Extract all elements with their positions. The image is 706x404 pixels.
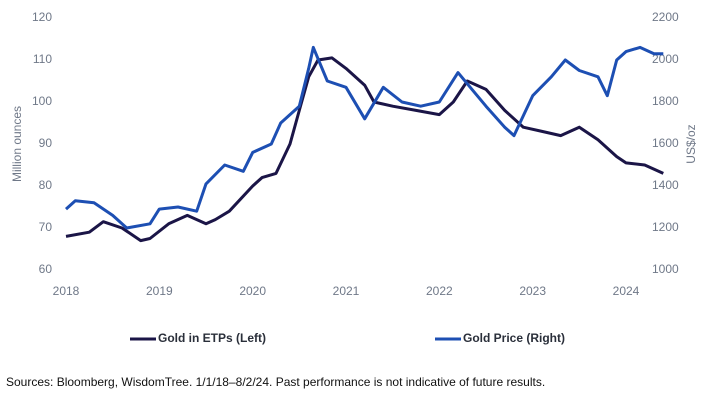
x-tick-label: 2023 bbox=[519, 284, 546, 298]
y-tick-label: 100 bbox=[32, 94, 52, 108]
legend-text: Gold in ETPs (Left) bbox=[158, 331, 266, 345]
series-line bbox=[64, 45, 664, 230]
y-tick-label: 110 bbox=[33, 52, 52, 66]
y2-tick-label: 1800 bbox=[652, 94, 679, 108]
y2-tick-label: 2200 bbox=[652, 10, 679, 24]
y2-tick-label: 1400 bbox=[652, 178, 679, 192]
legend-text: Gold Price (Right) bbox=[463, 331, 565, 345]
y-tick-label: 70 bbox=[39, 220, 53, 234]
y2-tick-label: 1600 bbox=[652, 136, 679, 150]
y2-tick-label: 2000 bbox=[652, 52, 679, 66]
y-tick-label: 90 bbox=[39, 136, 53, 150]
x-tick-label: 2018 bbox=[53, 284, 80, 298]
x-tick-label: 2022 bbox=[426, 284, 453, 298]
series-line bbox=[65, 56, 664, 243]
y2-tick-label: 1000 bbox=[652, 262, 679, 276]
x-tick-label: 2024 bbox=[613, 284, 640, 298]
x-tick-label: 2020 bbox=[239, 284, 266, 298]
y-axis-label: Million ounces bbox=[10, 106, 24, 182]
y2-axis-label: US$/oz bbox=[684, 124, 698, 163]
y2-tick-label: 1200 bbox=[652, 220, 679, 234]
x-tick-label: 2019 bbox=[146, 284, 173, 298]
y-tick-label: 120 bbox=[32, 10, 52, 24]
x-tick-label: 2021 bbox=[333, 284, 360, 298]
source-note: Sources: Bloomberg, WisdomTree. 1/1/18–8… bbox=[6, 375, 545, 389]
y-tick-label: 80 bbox=[39, 178, 53, 192]
y-tick-label: 60 bbox=[39, 262, 53, 276]
